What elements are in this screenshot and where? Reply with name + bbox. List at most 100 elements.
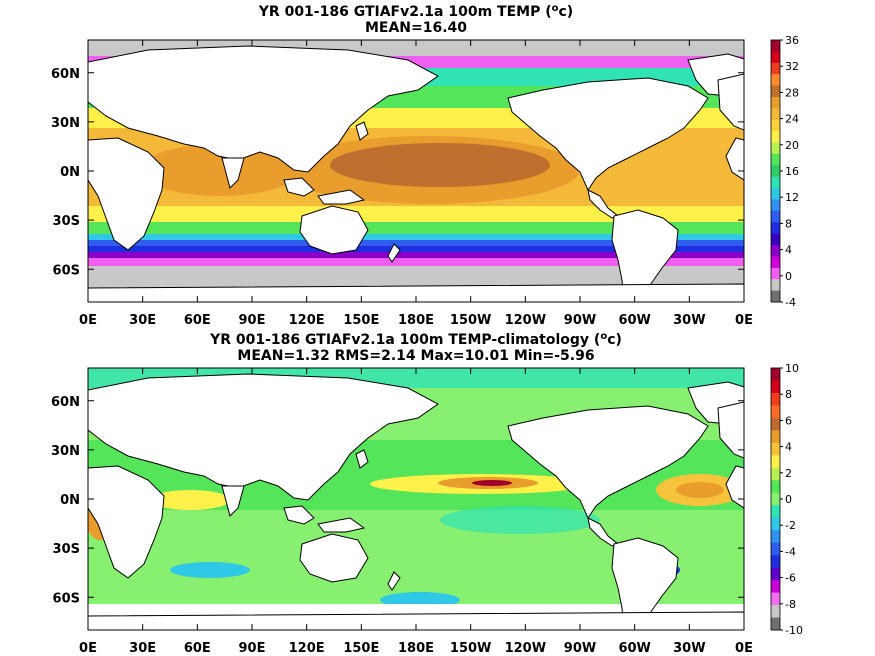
panel-bottom-lat-axis: 60N 30N 0N 30S 60S	[51, 395, 744, 606]
colorbar-swatch	[771, 442, 780, 456]
colorbar-tick-label: 8	[785, 388, 792, 401]
lon-tick-label: 120W	[505, 313, 546, 328]
lat-tick-label: 60S	[53, 591, 80, 606]
panel-bottom-map	[88, 368, 744, 630]
colorbar-swatch	[771, 119, 780, 132]
colorbar-swatch	[771, 517, 780, 531]
colorbar-swatch	[771, 492, 780, 506]
panel-bottom-title-line2: MEAN=1.32 RMS=2.14 Max=10.01 Min=-5.96	[237, 348, 594, 364]
colorbar-swatch	[771, 176, 780, 189]
colorbar-swatch	[771, 131, 780, 144]
colorbar-swatch	[771, 380, 780, 394]
colorbar-tick-label: 36	[785, 34, 799, 47]
lon-tick-label: 150W	[450, 313, 491, 328]
colorbar-swatch	[771, 40, 780, 52]
colorbar-swatch	[771, 233, 780, 246]
colorbar-swatch	[771, 542, 780, 556]
colorbar-tick-label: -4	[785, 296, 796, 309]
lon-tick-label: 180E	[398, 641, 434, 656]
colorbar-swatch	[771, 62, 780, 75]
colorbar-swatch	[771, 467, 780, 481]
colorbar-tick-label: 0	[785, 270, 792, 283]
lat-tick-label: 0N	[60, 493, 80, 508]
lat-tick-label: 60N	[51, 395, 80, 410]
panel-top-lat-axis: 60N 30N 0N 30S 60S	[51, 67, 744, 278]
colorbar-swatch	[771, 210, 780, 223]
lon-tick-label: 60E	[184, 313, 211, 328]
colorbar-tick-label: -10	[785, 624, 803, 637]
lon-tick-label: 150E	[343, 641, 379, 656]
colorbar-tick-label: 28	[785, 86, 799, 99]
colorbar-swatch	[771, 85, 780, 98]
lat-tick-label: 60S	[53, 263, 80, 278]
lon-tick-label: 30W	[673, 313, 705, 328]
panel-top-colorbar: 36 32 28 24 20 16 12 8 4 0 -4	[770, 34, 799, 309]
colorbar-swatch	[771, 580, 780, 594]
panel-top-title-line1: YR 001-186 GTIAFv2.1a 100m TEMP (oc)	[258, 3, 573, 20]
colorbar-swatch	[771, 368, 780, 381]
lon-tick-label: 150E	[343, 313, 379, 328]
colorbar-tick-label: -2	[785, 519, 796, 532]
colorbar-swatch	[771, 530, 780, 544]
lat-tick-label: 0N	[60, 165, 80, 180]
lat-tick-label: 30N	[51, 116, 80, 131]
colorbar-swatch	[771, 51, 780, 64]
colorbar-swatch	[771, 153, 780, 166]
lon-tick-label: 60W	[618, 313, 650, 328]
colorbar-tick-label: -4	[785, 545, 796, 558]
lon-tick-label: 60W	[618, 641, 650, 656]
lon-tick-label: 60E	[184, 641, 211, 656]
colorbar-tick-label: -6	[785, 572, 796, 585]
colorbar-tick-label: 20	[785, 139, 799, 152]
colorbar-tick-label: 32	[785, 60, 799, 73]
colorbar-swatch	[771, 96, 780, 109]
colorbar-tick-label: 4	[785, 441, 792, 454]
lat-tick-label: 60N	[51, 67, 80, 82]
colorbar-tick-label: 24	[785, 113, 799, 126]
colorbar-swatch	[771, 605, 780, 619]
colorbar-swatch	[771, 617, 780, 631]
colorbar-swatch	[771, 142, 780, 155]
colorbar-swatch	[771, 108, 780, 121]
colorbar-tick-label: -8	[785, 598, 796, 611]
colorbar-swatch	[771, 592, 780, 606]
colorbar-swatch	[771, 165, 780, 178]
colorbar-swatch	[771, 455, 780, 469]
lon-tick-label: 90E	[239, 313, 266, 328]
colorbar-tick-label: 8	[785, 217, 792, 230]
colorbar-swatch	[771, 188, 780, 200]
lon-tick-label: 90W	[564, 313, 596, 328]
lon-tick-label: 30E	[129, 313, 156, 328]
colorbar-swatch	[771, 480, 780, 494]
colorbar-swatch	[771, 567, 780, 581]
lon-tick-label: 0E	[735, 641, 753, 656]
colorbar-tick-label: 2	[785, 467, 792, 480]
lon-tick-label: 150W	[450, 641, 491, 656]
colorbar-swatch	[771, 245, 780, 257]
lon-tick-label: 0E	[79, 641, 97, 656]
panel-top-map	[88, 40, 744, 302]
colorbar-swatch	[771, 267, 780, 280]
lon-tick-label: 120E	[289, 313, 325, 328]
panel-bottom: YR 001-186 GTIAFv2.1a 100m TEMP-climatol…	[51, 331, 803, 656]
lon-tick-label: 120W	[505, 641, 546, 656]
colorbar-tick-label: 6	[785, 414, 792, 427]
panel-bottom-title-line1: YR 001-186 GTIAFv2.1a 100m TEMP-climatol…	[209, 331, 622, 348]
lon-tick-label: 180E	[398, 313, 434, 328]
lon-tick-label: 0E	[79, 313, 97, 328]
colorbar-swatch	[771, 256, 780, 269]
colorbar-swatch	[771, 199, 780, 212]
colorbar-swatch	[771, 505, 780, 519]
colorbar-swatch	[771, 290, 780, 303]
colorbar-tick-label: 4	[785, 244, 792, 257]
colorbar-tick-label: 0	[785, 493, 792, 506]
lon-tick-label: 90W	[564, 641, 596, 656]
colorbar-tick-label: 16	[785, 165, 799, 178]
lat-tick-label: 30S	[53, 214, 80, 229]
lon-tick-label: 90E	[239, 641, 266, 656]
lon-tick-label: 30W	[673, 641, 705, 656]
panel-bottom-lon-axis: 0E 30E 60E 90E 120E 150E 180E 150W 120W 90W 60W 30W…	[79, 368, 753, 656]
panel-top-title-line2: MEAN=16.40	[365, 20, 467, 36]
panel-top-lon-axis: 0E 30E 60E 90E 120E 150E 180E 150W 120W 90W 60W 30W…	[79, 40, 753, 328]
